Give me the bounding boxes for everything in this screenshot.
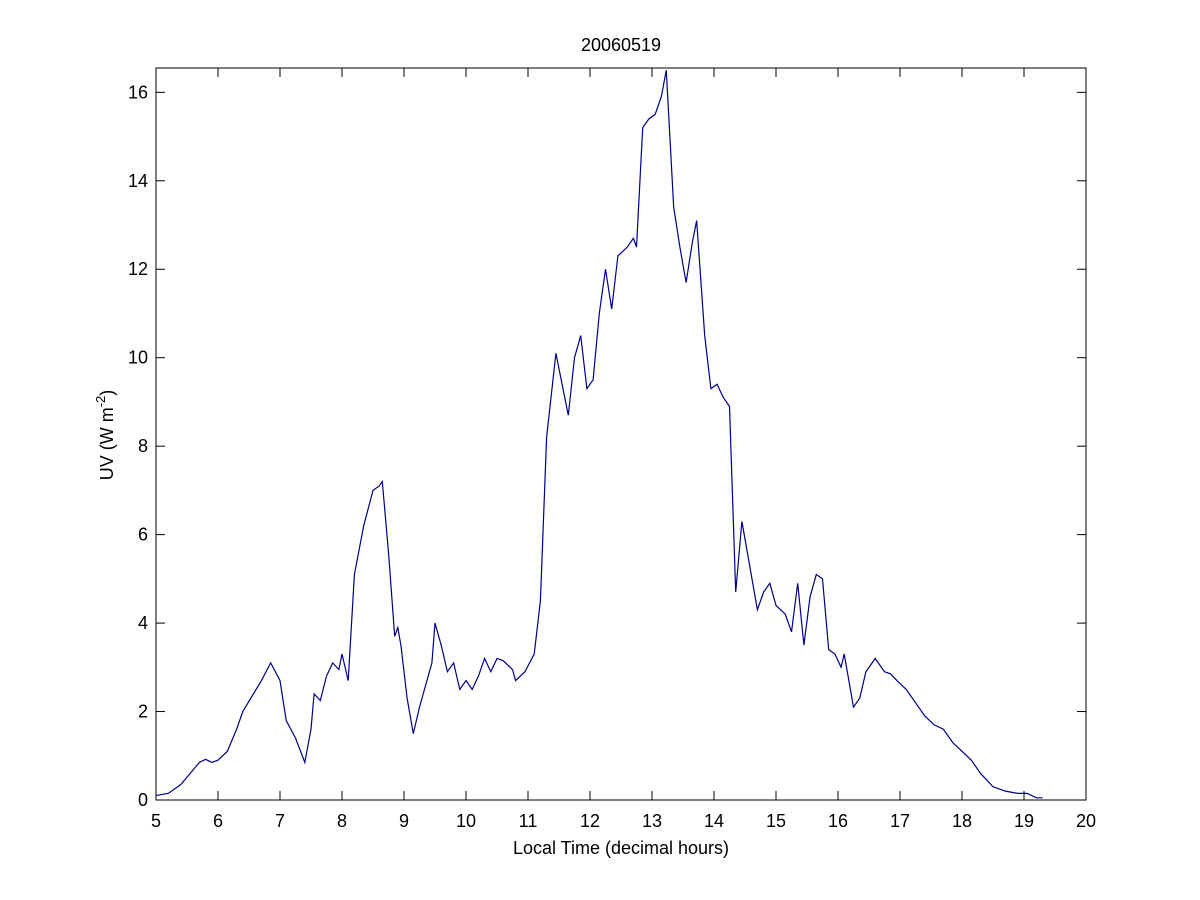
y-tick-label: 12 [128, 259, 148, 279]
plot-frame [155, 67, 1087, 801]
x-tick-label: 13 [642, 811, 662, 831]
y-tick-label: 8 [138, 436, 148, 456]
x-tick-label: 19 [1014, 811, 1034, 831]
x-tick-label: 14 [704, 811, 724, 831]
x-tick-label: 10 [456, 811, 476, 831]
x-tick-label: 8 [337, 811, 347, 831]
x-tick-label: 15 [766, 811, 786, 831]
x-tick-label: 7 [275, 811, 285, 831]
y-tick-label: 14 [128, 171, 148, 191]
x-axis-label: Local Time (decimal hours) [513, 838, 729, 858]
y-axis-label: UV (W m-2) [93, 390, 117, 481]
x-tick-label: 18 [952, 811, 972, 831]
y-tick-label: 4 [138, 613, 148, 633]
y-tick-label: 10 [128, 348, 148, 368]
x-tick-label: 5 [151, 811, 161, 831]
x-tick-label: 12 [580, 811, 600, 831]
x-tick-label: 9 [399, 811, 409, 831]
y-tick-label: 0 [138, 790, 148, 810]
y-label-text: UV (W m [97, 407, 117, 480]
y-label-suffix: ) [97, 390, 117, 396]
x-tick-label: 20 [1076, 811, 1096, 831]
x-tick-label: 6 [213, 811, 223, 831]
x-tick-label: 16 [828, 811, 848, 831]
y-label-superscript: -2 [93, 396, 108, 408]
chart-title: 20060519 [581, 35, 661, 55]
data-line [155, 70, 1043, 799]
x-tick-label: 17 [890, 811, 910, 831]
x-tick-label: 11 [519, 811, 538, 831]
y-tick-label: 2 [138, 702, 148, 722]
y-tick-label: 16 [128, 82, 148, 102]
y-tick-label: 6 [138, 525, 148, 545]
